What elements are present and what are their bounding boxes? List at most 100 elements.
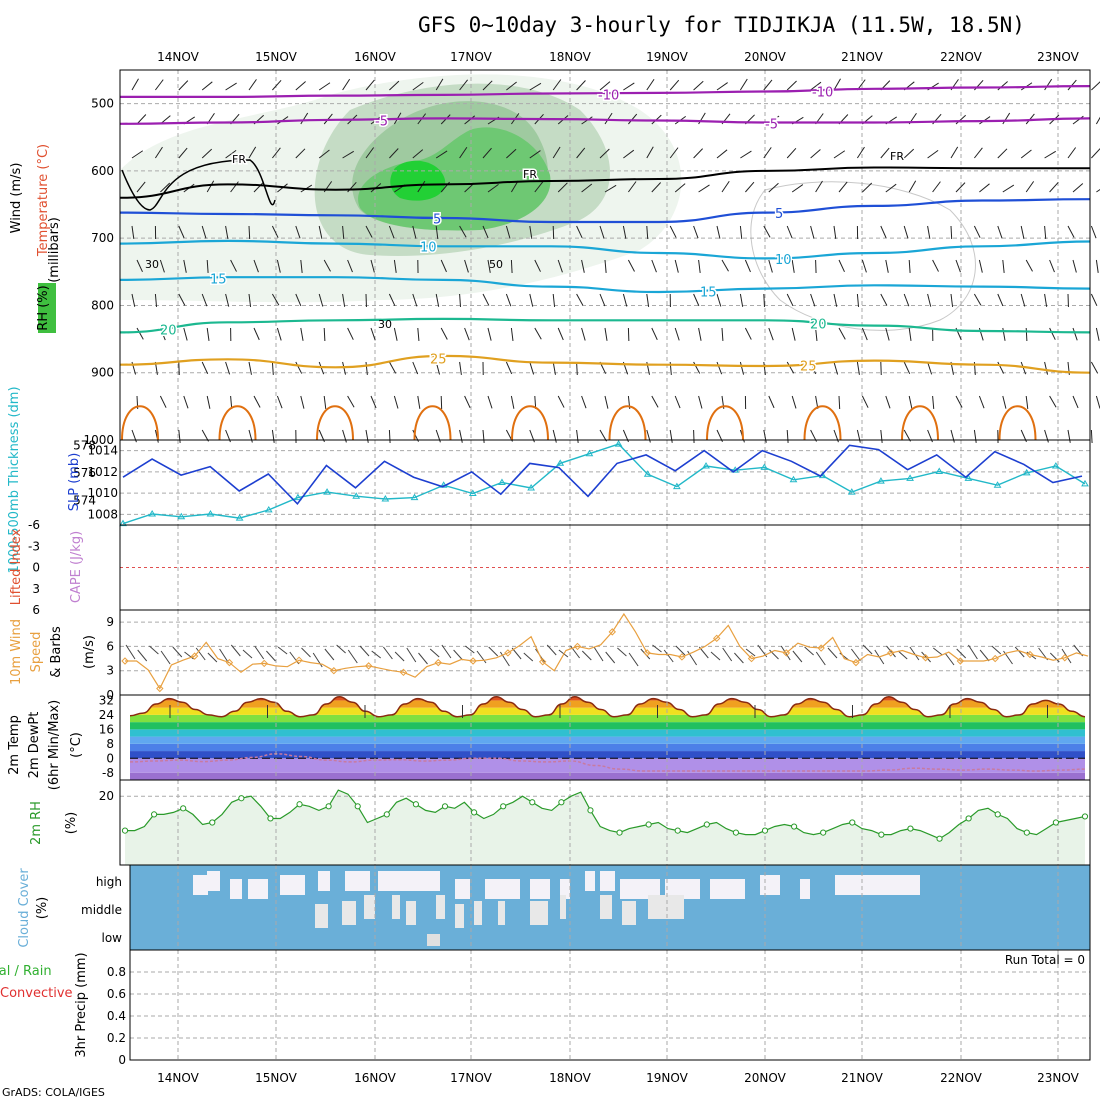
wind-barb [833, 293, 838, 307]
wind-barb [576, 80, 586, 91]
wind-barb [510, 327, 514, 341]
wind-barb [581, 327, 586, 341]
wind-barb [487, 183, 499, 193]
wind-barb [342, 78, 351, 91]
wind-barb [412, 81, 424, 91]
wind-barb [510, 180, 519, 193]
wind-barb [768, 182, 779, 193]
precip-tick-label: 0.6 [107, 987, 126, 1001]
cloud-high-clear [585, 871, 595, 891]
cloud-high-clear [378, 871, 440, 891]
wind-barb [1049, 327, 1056, 340]
temp-unit-label: (°C) [69, 732, 84, 758]
wind-barb-10m [558, 649, 569, 658]
cloud-mid-clear [622, 901, 636, 925]
wind-barb [136, 181, 146, 193]
wind-barb-10m [605, 651, 616, 664]
cloud-mid-clear [392, 895, 400, 919]
wind-speed-point [852, 658, 860, 667]
wind-barb [955, 395, 963, 408]
cloud-high-clear [318, 871, 330, 891]
rh-point [325, 803, 332, 810]
wind-speed-point [887, 649, 895, 657]
wind-barb-10m [359, 645, 370, 657]
rh-point [500, 803, 507, 810]
wind-barb [739, 361, 745, 375]
wind-barb-10m [406, 647, 417, 663]
wind-barb [178, 293, 186, 306]
thickness-point [527, 484, 536, 491]
wind-barb [154, 146, 163, 159]
wind-barb [927, 293, 932, 307]
isotherm-label: -5 [765, 117, 778, 132]
wind-barb-10m [1049, 652, 1060, 663]
wind-barb [604, 327, 608, 341]
cloud-mid-clear [364, 895, 375, 919]
wind-barb [1090, 225, 1097, 239]
thickness-line [122, 443, 1086, 525]
wind-barb [768, 327, 774, 341]
isotherm-30-lobe [608, 405, 647, 441]
day-label-top: 21NOV [841, 50, 883, 64]
wind-barb [1049, 395, 1057, 408]
wind-barb [669, 429, 673, 443]
wind-barb [365, 361, 368, 375]
precip-tick-label: 0.8 [107, 965, 126, 979]
wind10-speed-ylabel: Speed [29, 632, 44, 673]
wind-barb [739, 225, 743, 239]
cloud-high-clear [560, 879, 570, 899]
wind-speed-point [1026, 650, 1034, 659]
wind-barb [225, 149, 237, 159]
wind-barb [154, 293, 158, 307]
thickness-point [352, 492, 361, 499]
temp-ylabel: 2m Temp [7, 715, 22, 775]
wind-barb-10m [628, 652, 639, 667]
wind-barb [768, 395, 775, 409]
wind-barb [552, 79, 562, 91]
wind-barb [300, 395, 305, 409]
day-label-bottom: 22NOV [940, 1071, 982, 1085]
wind-barb [623, 82, 635, 91]
thickness-point [614, 440, 623, 447]
wind-barb [955, 259, 961, 273]
wind-barb [833, 225, 837, 239]
wind-speed-point [713, 634, 721, 643]
wind-barb [183, 395, 189, 409]
slp-ylabel: SLP (mb) [67, 453, 82, 512]
day-label-top: 20NOV [744, 50, 786, 64]
rh-area [125, 790, 1085, 865]
wind-barb [669, 147, 679, 159]
cloud-mid-clear [436, 895, 445, 919]
wind-barb [529, 293, 534, 307]
wind-barb [651, 259, 657, 273]
wind-barb [1049, 259, 1055, 273]
wind-barb [230, 181, 239, 193]
cloud-high-clear [230, 879, 242, 899]
wind-barb [693, 361, 701, 374]
wind-barb [880, 429, 883, 443]
slp-tick-label: 1014 [87, 444, 118, 458]
wind-barb [763, 429, 767, 443]
wind-barb [464, 259, 469, 273]
day-label-top: 14NOV [157, 50, 199, 64]
rh-point [994, 811, 1001, 818]
wind-barb [318, 82, 331, 91]
wind-barb [248, 79, 257, 91]
wind-barb-10m [804, 646, 814, 656]
wind-barb [178, 429, 181, 443]
wind-barb [908, 180, 917, 193]
precip-legend-convective: Convective [0, 986, 73, 1001]
wind-barb [604, 184, 617, 193]
wind-barb [248, 225, 251, 240]
isotherm-label: 5 [433, 213, 441, 228]
isotherm-line [119, 198, 1091, 224]
isotherm-label: 10 [420, 241, 437, 256]
wind-barb [393, 259, 397, 273]
wind-barb-10m [324, 648, 335, 661]
wind-barb-10m [909, 646, 920, 661]
wind-barb [927, 149, 939, 159]
wind-barb [487, 327, 492, 341]
wind-barb [482, 147, 492, 159]
wind-speed-point [921, 654, 930, 662]
day-label-bottom: 23NOV [1037, 1071, 1079, 1085]
